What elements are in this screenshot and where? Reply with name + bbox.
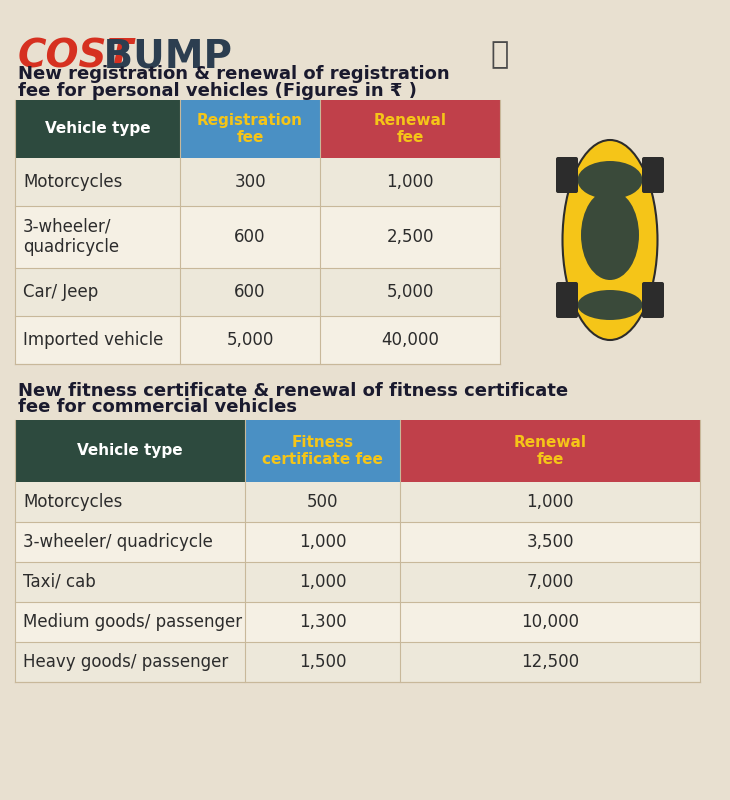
Ellipse shape xyxy=(563,140,658,340)
Text: 5,000: 5,000 xyxy=(386,283,434,301)
Text: Vehicle type: Vehicle type xyxy=(45,122,150,137)
Ellipse shape xyxy=(577,161,642,199)
Text: Motorcycles: Motorcycles xyxy=(23,493,123,511)
FancyBboxPatch shape xyxy=(642,282,664,318)
Text: Vehicle type: Vehicle type xyxy=(77,443,182,458)
Text: 500: 500 xyxy=(307,493,338,511)
Text: 💰: 💰 xyxy=(490,40,508,69)
Ellipse shape xyxy=(577,290,642,320)
Text: 300: 300 xyxy=(234,173,266,191)
Bar xyxy=(15,482,700,522)
Text: 600: 600 xyxy=(234,228,266,246)
Bar xyxy=(15,206,500,268)
Bar xyxy=(15,268,500,316)
Text: 3-wheeler/
quadricycle: 3-wheeler/ quadricycle xyxy=(23,218,119,256)
Bar xyxy=(400,420,700,482)
Bar xyxy=(320,100,500,158)
Bar xyxy=(15,642,700,682)
Text: BUMP: BUMP xyxy=(90,38,232,76)
Text: 2,500: 2,500 xyxy=(386,228,434,246)
Bar xyxy=(15,316,500,364)
Text: 12,500: 12,500 xyxy=(521,653,579,671)
Bar xyxy=(180,100,320,158)
Text: Renewal
fee: Renewal fee xyxy=(513,435,586,467)
Text: 7,000: 7,000 xyxy=(526,573,574,591)
Text: 3-wheeler/ quadricycle: 3-wheeler/ quadricycle xyxy=(23,533,213,551)
Text: New fitness certificate & renewal of fitness certificate: New fitness certificate & renewal of fit… xyxy=(18,382,568,400)
Text: 3,500: 3,500 xyxy=(526,533,574,551)
Text: 40,000: 40,000 xyxy=(381,331,439,349)
Ellipse shape xyxy=(581,190,639,280)
Text: 1,000: 1,000 xyxy=(299,533,346,551)
Bar xyxy=(15,602,700,642)
Text: Motorcycles: Motorcycles xyxy=(23,173,123,191)
Bar xyxy=(15,158,500,206)
Text: Renewal
fee: Renewal fee xyxy=(374,113,447,146)
Text: 5,000: 5,000 xyxy=(226,331,274,349)
Text: Heavy goods/ passenger: Heavy goods/ passenger xyxy=(23,653,228,671)
Text: Car/ Jeep: Car/ Jeep xyxy=(23,283,99,301)
FancyBboxPatch shape xyxy=(642,157,664,193)
Bar xyxy=(15,522,700,562)
Text: fee for commercial vehicles: fee for commercial vehicles xyxy=(18,398,297,416)
Text: 1,300: 1,300 xyxy=(299,613,346,631)
Text: Medium goods/ passenger: Medium goods/ passenger xyxy=(23,613,242,631)
Bar xyxy=(15,420,245,482)
Text: New registration & renewal of registration: New registration & renewal of registrati… xyxy=(18,65,450,83)
Text: Registration
fee: Registration fee xyxy=(197,113,303,146)
Bar xyxy=(15,100,180,158)
Text: Taxi/ cab: Taxi/ cab xyxy=(23,573,96,591)
Text: 1,000: 1,000 xyxy=(386,173,434,191)
Text: 1,000: 1,000 xyxy=(526,493,574,511)
Text: COST: COST xyxy=(18,38,134,76)
Bar xyxy=(15,562,700,602)
Text: 10,000: 10,000 xyxy=(521,613,579,631)
FancyBboxPatch shape xyxy=(556,282,578,318)
Text: 600: 600 xyxy=(234,283,266,301)
Text: fee for personal vehicles (Figures in ₹ ): fee for personal vehicles (Figures in ₹ … xyxy=(18,82,417,100)
Text: Fitness
certificate fee: Fitness certificate fee xyxy=(262,435,383,467)
FancyBboxPatch shape xyxy=(556,157,578,193)
Text: Imported vehicle: Imported vehicle xyxy=(23,331,164,349)
Bar xyxy=(245,420,400,482)
Text: 1,500: 1,500 xyxy=(299,653,346,671)
Text: 1,000: 1,000 xyxy=(299,573,346,591)
